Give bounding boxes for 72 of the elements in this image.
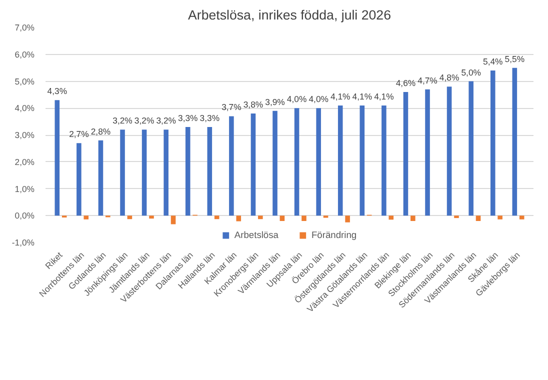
data-label: 5,0% [461,67,482,78]
data-label: 3,9% [265,96,286,107]
bar [519,216,524,220]
y-tick-label: 6,0% [14,49,35,60]
data-label: 4,1% [374,91,394,102]
bar [338,105,343,216]
data-label: 4,8% [439,72,460,83]
bar [185,126,190,216]
data-label: 4,7% [418,75,438,86]
y-tick-label: -1,0% [12,238,35,248]
bar [316,108,321,216]
bar [302,216,306,221]
data-label: 3,2% [134,116,154,126]
data-label: 3,2% [112,116,133,126]
y-tick-label: 5,0% [14,76,35,86]
bar [98,140,104,216]
data-label: 3,8% [243,100,264,110]
bar [490,70,496,216]
bar [84,216,89,220]
bar [207,126,212,216]
legend-label: Förändring [311,230,357,240]
bar [294,108,300,216]
bar [512,68,518,216]
data-label: 3,2% [156,116,176,126]
data-label: 4,0% [286,94,307,104]
data-label: 5,4% [483,56,504,66]
bar [446,86,452,216]
bar [127,216,132,220]
data-label: 2,8% [90,126,111,136]
bar [403,92,408,216]
bar [410,216,416,221]
y-tick-label: 1,0% [14,184,35,194]
bar [425,89,430,216]
bar [120,130,125,216]
bar [214,216,220,220]
bar [54,100,60,216]
data-label: 4,0% [308,94,329,104]
bar [170,216,176,224]
bar [272,110,278,216]
bar [229,116,234,216]
data-label: 3,7% [222,102,242,112]
y-tick-label: 7,0% [14,22,35,32]
chart-title: Arbetslösa, inrikes födda, juli 2026 [188,8,392,22]
data-label: 3,3% [200,112,220,123]
bar [468,81,474,216]
data-label: 4,1% [352,91,372,102]
bar [360,105,365,216]
bar [149,216,154,219]
bar [76,143,82,216]
bar [382,105,386,216]
bar [498,216,502,220]
bar [345,216,350,222]
bar [236,216,242,222]
bar [164,130,168,216]
data-label: 4,6% [396,78,416,88]
y-tick-label: 0,0% [14,210,35,221]
bar [142,130,147,216]
data-label: 4,1% [330,91,351,102]
y-tick-label: 4,0% [14,103,35,114]
bar [454,216,459,218]
bar [280,216,285,221]
bar [388,216,394,220]
legend-label: Arbetslösa [234,230,278,240]
data-label: 3,3% [178,112,198,123]
bar [250,114,256,216]
data-label: 2,7% [69,129,90,140]
bar [476,216,481,221]
bar [258,216,263,220]
y-tick-label: 2,0% [14,156,35,167]
data-label: 4,3% [47,86,68,96]
y-tick-label: 3,0% [14,130,35,140]
data-label: 5,5% [504,54,525,64]
